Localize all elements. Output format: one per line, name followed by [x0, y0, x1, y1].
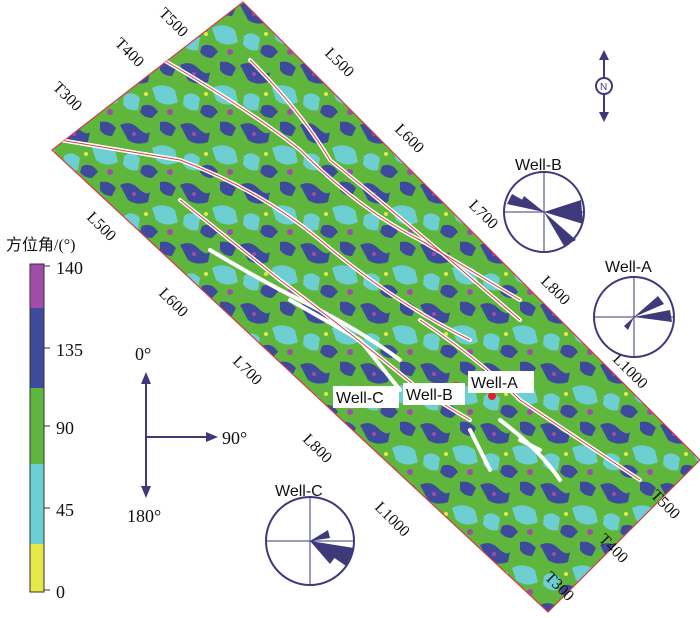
rose-title-well-a: Well-A — [605, 259, 652, 276]
rose-diagram-well-c: Well-C — [265, 483, 355, 586]
survey-label-t500-top: T500 — [155, 5, 191, 41]
legend-title: 方位角/(°) — [6, 236, 76, 254]
well-a-label: Well-A — [471, 375, 518, 392]
survey-label-l700-left: L700 — [229, 353, 265, 389]
rose-diagram-well-a: Well-A — [593, 259, 675, 358]
legend-swatch-140 — [30, 264, 44, 308]
legend-swatch-90 — [30, 388, 44, 464]
fault-line — [288, 298, 402, 392]
legend-swatch-0 — [30, 544, 44, 592]
rose-title-well-c: Well-C — [275, 483, 323, 500]
azimuth-legend: 方位角/(°) 140 135 90 45 0 — [6, 236, 83, 602]
well-labels: Well-C Well-B Well-A — [333, 371, 534, 408]
survey-label-l700-top: L700 — [465, 197, 501, 233]
fault-line — [208, 248, 402, 362]
fault-line — [468, 428, 492, 472]
rose-title-well-b: Well-B — [515, 157, 562, 174]
fault-line — [518, 438, 542, 452]
well-b-label: Well-B — [406, 387, 453, 404]
legend-swatch-135 — [30, 308, 44, 388]
survey-label-l800-left: L800 — [299, 431, 335, 467]
survey-label-l1000-left: L1000 — [371, 499, 413, 541]
legend-tick-140: 140 — [56, 258, 83, 278]
compass-north-label: 0° — [135, 344, 151, 364]
fault-outlines — [59, 57, 641, 481]
north-arrow-icon: N — [595, 50, 613, 122]
legend-tick-90: 90 — [56, 418, 74, 438]
legend-tick-135: 135 — [56, 340, 83, 360]
direction-compass: 0° 90° 180° — [127, 344, 247, 526]
legend-tick-45: 45 — [56, 500, 74, 520]
compass-east-label: 90° — [222, 428, 247, 448]
well-c-label: Well-C — [336, 390, 384, 407]
legend-tick-0: 0 — [56, 582, 65, 602]
rose-diagram-well-b: Well-B — [503, 157, 585, 253]
survey-label-t300-top: T300 — [49, 79, 85, 115]
svg-text:N: N — [600, 82, 607, 93]
compass-south-label: 180° — [127, 506, 161, 526]
well-a-marker — [488, 392, 496, 400]
fault-line — [498, 418, 562, 482]
survey-label-t400-top: T400 — [111, 35, 147, 71]
legend-swatch-45 — [30, 464, 44, 544]
survey-label-l500-left: L500 — [83, 209, 119, 245]
survey-label-l500-top: L500 — [321, 45, 357, 81]
survey-label-l600-top: L600 — [391, 121, 427, 157]
survey-label-l600-left: L600 — [155, 285, 191, 321]
